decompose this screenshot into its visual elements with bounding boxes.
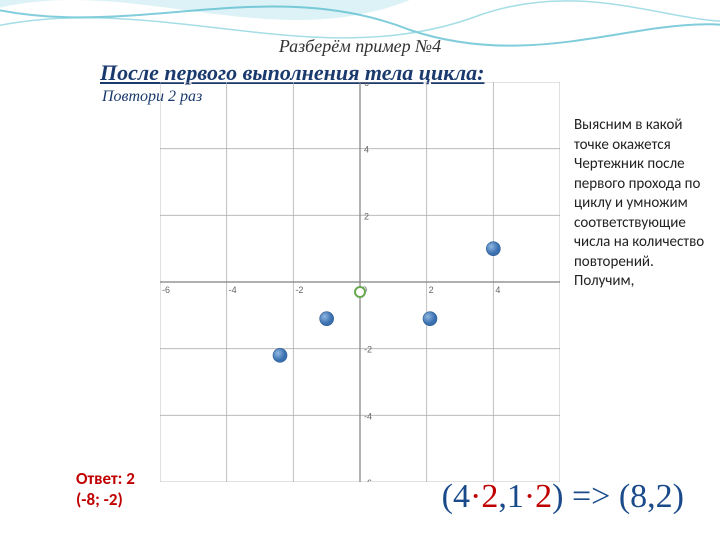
svg-text:-6: -6 — [364, 478, 372, 482]
svg-text:6: 6 — [364, 82, 369, 88]
formula-m2: 2 — [535, 478, 552, 515]
svg-text:4: 4 — [364, 145, 369, 155]
formula-n2: 1 — [507, 478, 524, 515]
formula-dot2: · — [524, 478, 535, 515]
formula: (4·2,1·2) => (8,2) — [442, 478, 684, 516]
explanation-text: Выясним в какой точке окажется Чертежник… — [574, 116, 708, 292]
formula-result: (8,2) — [619, 478, 684, 515]
formula-n1: 4 — [453, 478, 470, 515]
svg-text:2: 2 — [429, 285, 434, 295]
svg-text:-4: -4 — [364, 411, 372, 421]
formula-close: ) — [552, 478, 563, 515]
svg-text:-2: -2 — [295, 285, 303, 295]
svg-text:-6: -6 — [162, 285, 170, 295]
answer-line-1: Ответ: 2 — [76, 468, 135, 489]
scatter-chart: -6-4-20246-6-4-2246 — [160, 82, 560, 482]
svg-text:-4: -4 — [229, 285, 237, 295]
formula-m1: 2 — [481, 478, 498, 515]
page-title: Разберём пример №4 — [0, 36, 720, 57]
svg-text:4: 4 — [495, 285, 500, 295]
formula-arrow: => — [563, 478, 618, 515]
answer-line-2: (-8; -2) — [76, 489, 135, 510]
formula-comma: , — [498, 478, 507, 515]
svg-text:-2: -2 — [364, 345, 372, 355]
formula-dot1: · — [470, 478, 481, 515]
formula-open: ( — [442, 478, 453, 515]
answer-block: Ответ: 2 (-8; -2) — [76, 468, 135, 511]
svg-text:2: 2 — [364, 211, 369, 221]
